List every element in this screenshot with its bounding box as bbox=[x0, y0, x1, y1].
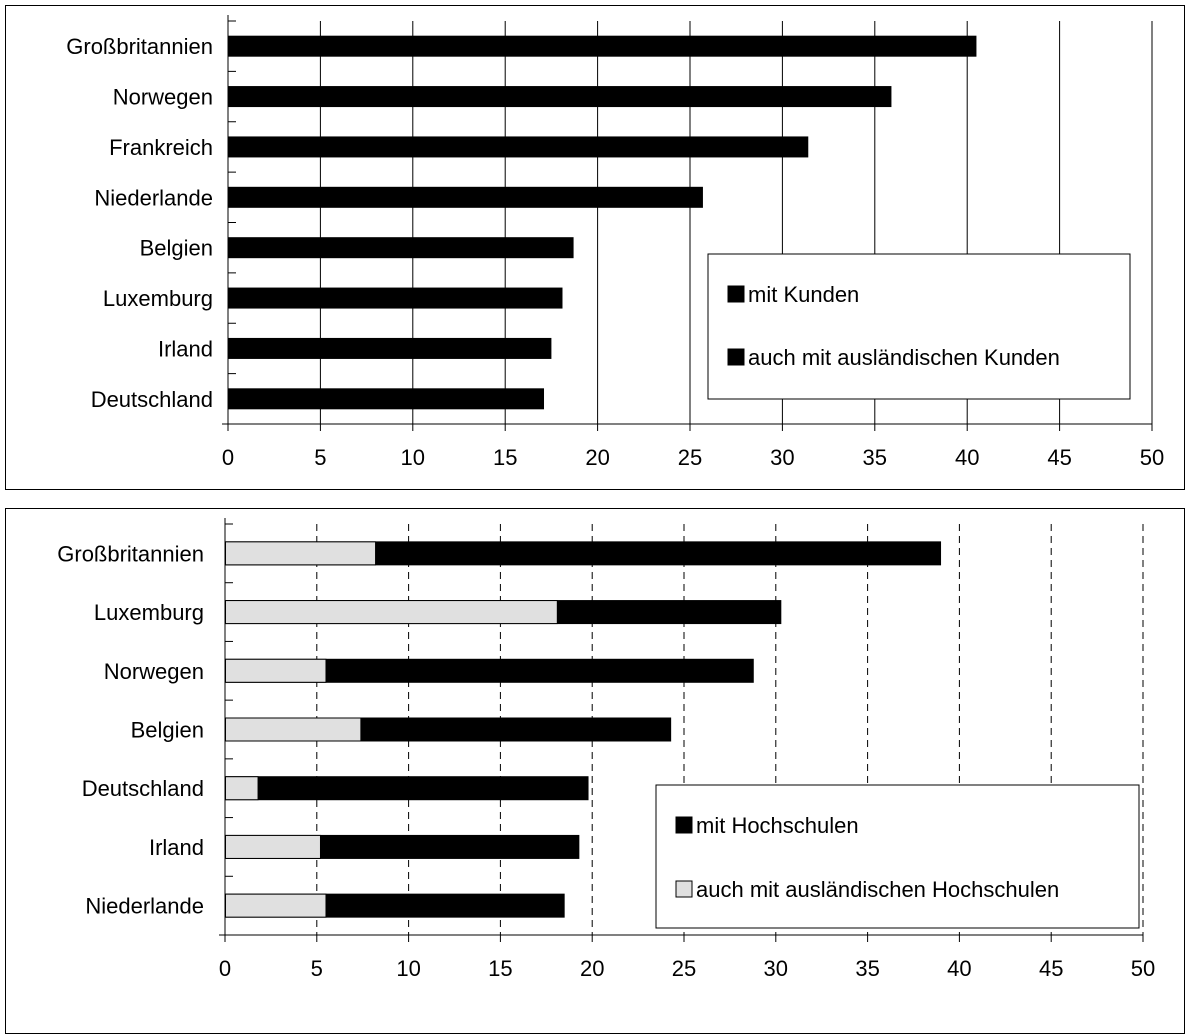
legend-swatch-auch-mit-auslaendischen-kunden bbox=[727, 348, 745, 366]
x-tick-label-5: 5 bbox=[314, 445, 326, 470]
x-tick-label-25: 25 bbox=[678, 445, 702, 470]
x-tick-label-15: 15 bbox=[493, 445, 517, 470]
category-label-frankreich: Frankreich bbox=[109, 135, 213, 160]
x-tick-label-45: 45 bbox=[1039, 956, 1063, 981]
bar-belgien bbox=[228, 237, 574, 259]
category-label-norwegen: Norwegen bbox=[104, 659, 204, 684]
bar-norwegen-auch-mit-auslaendischen-hochschulen bbox=[225, 658, 327, 683]
x-tick-label-20: 20 bbox=[585, 445, 609, 470]
x-tick-label-30: 30 bbox=[764, 956, 788, 981]
legend-swatch-mit-kunden bbox=[727, 285, 745, 303]
chart-kunden: Großbritannien Norwegen Frankreich Niederla… bbox=[66, 15, 1164, 470]
category-label-irland: Irland bbox=[149, 835, 204, 860]
x-tick-label-45: 45 bbox=[1047, 445, 1071, 470]
chart-hochschulen: Großbritannien Luxemburg Norwegen Belgien De… bbox=[57, 518, 1155, 981]
bar-belgien-auch-mit-auslaendischen-hochschulen bbox=[225, 717, 362, 742]
chart-panel-hochschulen: Großbritannien Luxemburg Norwegen Belgien De… bbox=[5, 508, 1185, 1034]
legend-label-auch-mit-auslaendischen-kunden: auch mit ausländischen Kunden bbox=[748, 345, 1060, 370]
category-label-norwegen: Norwegen bbox=[113, 85, 213, 110]
category-label-belgien: Belgien bbox=[131, 718, 204, 743]
x-tick-label-35: 35 bbox=[855, 956, 879, 981]
bar-luxemburg bbox=[228, 287, 563, 309]
x-tick-label-20: 20 bbox=[580, 956, 604, 981]
bar-luxemburg-auch-mit-auslaendischen-hochschulen bbox=[225, 600, 558, 625]
category-label-niederlande: Niederlande bbox=[94, 185, 213, 210]
category-label-luxemburg: Luxemburg bbox=[94, 600, 204, 625]
legend-label-auch-mit-auslaendischen-hochschulen: auch mit ausländischen Hochschulen bbox=[696, 877, 1059, 902]
chart-panel-kunden: Großbritannien Norwegen Frankreich Niederla… bbox=[5, 5, 1185, 490]
legend-label-mit-hochschulen: mit Hochschulen bbox=[696, 813, 859, 838]
category-label-belgien: Belgien bbox=[140, 236, 213, 261]
bar-irland-auch-mit-auslaendischen-hochschulen bbox=[225, 834, 321, 859]
category-label-deutschland: Deutschland bbox=[82, 776, 204, 801]
legend-label-mit-kunden: mit Kunden bbox=[748, 282, 859, 307]
bar-grossbritannien-auch-mit-auslaendischen-hochschulen bbox=[225, 541, 377, 566]
bar-grossbritannien bbox=[228, 35, 977, 57]
legend-box bbox=[707, 253, 1131, 400]
x-tick-label-0: 0 bbox=[222, 445, 234, 470]
category-label-niederlande: Niederlande bbox=[85, 894, 204, 919]
x-tick-label-5: 5 bbox=[311, 956, 323, 981]
x-tick-label-35: 35 bbox=[863, 445, 887, 470]
bar-deutschland bbox=[228, 388, 545, 410]
x-tick-label-40: 40 bbox=[947, 956, 971, 981]
legend-box bbox=[655, 784, 1140, 929]
x-tick-label-15: 15 bbox=[488, 956, 512, 981]
x-tick-label-25: 25 bbox=[672, 956, 696, 981]
bar-niederlande bbox=[228, 186, 703, 208]
legend-swatch-auch-mit-auslaendischen-hochschulen bbox=[675, 880, 693, 898]
x-tick-label-40: 40 bbox=[955, 445, 979, 470]
x-tick-label-0: 0 bbox=[219, 956, 231, 981]
x-tick-label-50: 50 bbox=[1140, 445, 1164, 470]
legend-swatch-mit-hochschulen bbox=[675, 816, 693, 834]
x-tick-label-10: 10 bbox=[401, 445, 425, 470]
bar-deutschland-auch-mit-auslaendischen-hochschulen bbox=[225, 776, 259, 801]
x-tick-label-30: 30 bbox=[770, 445, 794, 470]
category-label-grossbritannien: Großbritannien bbox=[57, 541, 204, 566]
category-label-grossbritannien: Großbritannien bbox=[66, 34, 213, 59]
bar-irland bbox=[228, 337, 552, 359]
bar-deutschland-mit-hochschulen bbox=[225, 776, 589, 801]
bar-norwegen bbox=[228, 86, 892, 108]
bar-niederlande-auch-mit-auslaendischen-hochschulen bbox=[225, 893, 327, 918]
category-label-deutschland: Deutschland bbox=[91, 387, 213, 412]
x-tick-label-10: 10 bbox=[396, 956, 420, 981]
bar-frankreich bbox=[228, 136, 809, 158]
category-label-irland: Irland bbox=[158, 336, 213, 361]
x-tick-label-50: 50 bbox=[1131, 956, 1155, 981]
category-label-luxemburg: Luxemburg bbox=[103, 286, 213, 311]
